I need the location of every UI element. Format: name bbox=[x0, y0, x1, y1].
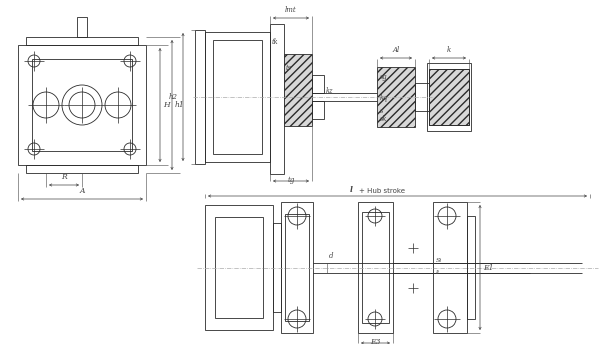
Bar bbox=[377, 67, 415, 127]
Bar bbox=[427, 63, 471, 131]
Bar bbox=[467, 216, 475, 319]
Text: E3: E3 bbox=[370, 338, 381, 344]
Bar bbox=[281, 202, 313, 333]
Bar bbox=[18, 45, 146, 165]
Text: R: R bbox=[61, 173, 67, 181]
Text: h2: h2 bbox=[169, 93, 178, 101]
Bar bbox=[358, 202, 393, 333]
Text: Si: Si bbox=[436, 258, 442, 264]
Text: Al: Al bbox=[392, 46, 399, 54]
Bar bbox=[213, 40, 262, 154]
Bar bbox=[429, 69, 469, 125]
Bar bbox=[270, 24, 284, 174]
Text: k: k bbox=[447, 46, 451, 54]
Bar bbox=[215, 217, 263, 318]
Text: E1: E1 bbox=[483, 264, 494, 271]
Bar bbox=[284, 54, 312, 126]
Bar bbox=[285, 214, 309, 321]
Text: sk: sk bbox=[380, 115, 387, 123]
Bar bbox=[32, 59, 132, 151]
Text: s: s bbox=[380, 107, 384, 115]
Bar bbox=[205, 32, 270, 162]
Bar bbox=[312, 101, 324, 119]
Text: ts: ts bbox=[286, 64, 292, 72]
Bar bbox=[273, 223, 281, 312]
Text: sg: sg bbox=[380, 73, 388, 81]
Text: kq: kq bbox=[380, 94, 389, 102]
Bar bbox=[362, 212, 389, 323]
Text: kz: kz bbox=[326, 87, 334, 95]
Bar bbox=[205, 205, 273, 330]
Bar bbox=[26, 165, 138, 173]
Bar bbox=[77, 17, 87, 37]
Text: H: H bbox=[163, 101, 170, 109]
Text: A: A bbox=[79, 187, 85, 195]
Bar bbox=[415, 83, 429, 111]
Bar bbox=[429, 69, 469, 125]
Bar bbox=[312, 75, 324, 93]
Bar bbox=[26, 37, 138, 45]
Text: tg: tg bbox=[288, 176, 295, 184]
Text: d: d bbox=[329, 251, 334, 259]
Bar bbox=[195, 30, 205, 164]
Text: + Hub stroke: + Hub stroke bbox=[359, 188, 405, 194]
Text: li: li bbox=[436, 269, 440, 275]
Text: lmt: lmt bbox=[285, 6, 297, 14]
Bar bbox=[433, 202, 467, 333]
Text: tk: tk bbox=[272, 38, 278, 46]
Text: l: l bbox=[350, 186, 353, 194]
Text: h1: h1 bbox=[175, 101, 185, 109]
